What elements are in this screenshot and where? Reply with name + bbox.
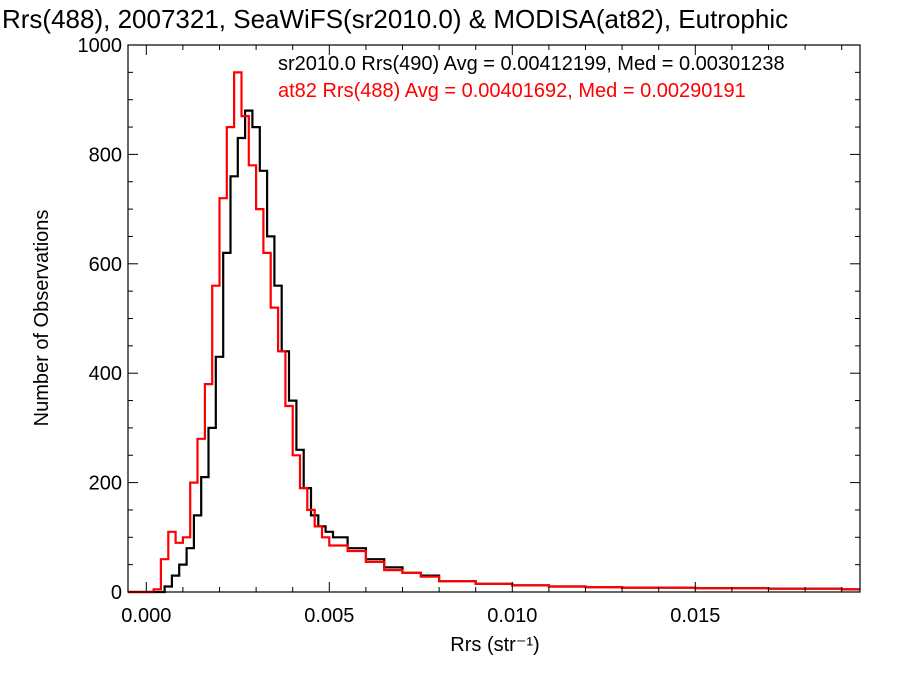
y-tick-label: 200 bbox=[89, 473, 122, 495]
y-axis-label: Number of Observations bbox=[31, 210, 53, 427]
y-tick-label: 1000 bbox=[78, 35, 123, 57]
legend: sr2010.0 Rrs(490) Avg = 0.00412199, Med … bbox=[278, 53, 785, 102]
x-axis-label: Rrs (str⁻¹) bbox=[450, 634, 539, 656]
y-tick-label: 400 bbox=[89, 363, 122, 385]
x-tick-label: 0.005 bbox=[304, 605, 354, 627]
series-line-0 bbox=[128, 109, 860, 594]
x-tick-label: 0.010 bbox=[487, 605, 537, 627]
plot-area: 0.000 0.005 0.010 0.015 0 200 400 600 800 1000 bbox=[78, 35, 861, 627]
legend-entry-at82: at82 Rrs(488) Avg = 0.00401692, Med = 0.… bbox=[278, 80, 746, 102]
y-tick-label: 600 bbox=[89, 254, 122, 276]
x-tick-label: 0.000 bbox=[121, 605, 171, 627]
y-tick-label: 0 bbox=[111, 582, 122, 604]
legend-entry-sr2010: sr2010.0 Rrs(490) Avg = 0.00412199, Med … bbox=[278, 53, 785, 75]
series-line-1 bbox=[128, 71, 860, 594]
chart-title: Rrs(488), 2007321, SeaWiFS(sr2010.0) & M… bbox=[2, 4, 788, 34]
y-tick-label: 800 bbox=[89, 144, 122, 166]
plot-frame bbox=[127, 44, 861, 593]
x-tick-label: 0.015 bbox=[670, 605, 720, 627]
